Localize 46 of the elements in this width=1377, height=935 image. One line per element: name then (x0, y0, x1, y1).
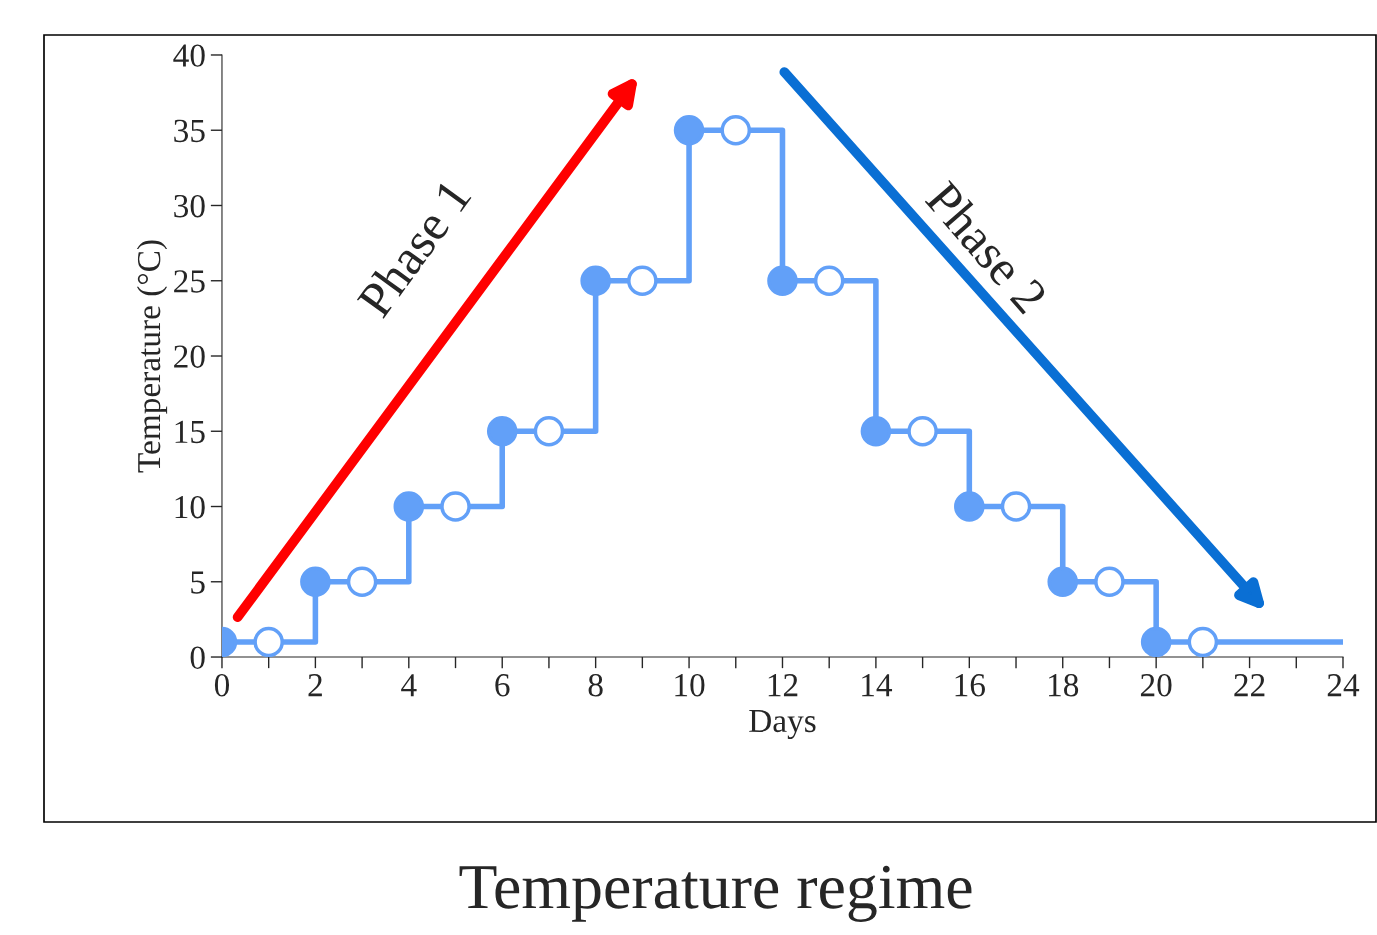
y-tick-label: 15 (175, 420, 205, 444)
point (1140, 626, 1172, 658)
y-tick-label: 0 (190, 646, 205, 669)
x-tick-label: 8 (588, 673, 603, 697)
point (720, 114, 752, 146)
point (440, 491, 471, 522)
point (346, 566, 378, 598)
y-tick-label: 20 (174, 345, 205, 368)
x-tick-label: 6 (495, 674, 510, 697)
x-tick-label: 12 (768, 674, 798, 697)
point (1047, 566, 1079, 598)
x-tick-label: 0 (214, 673, 230, 697)
x-tick-label: 16 (955, 674, 985, 697)
point (533, 415, 565, 447)
x-axis-title: Days (749, 709, 816, 740)
point (813, 265, 845, 297)
point (580, 265, 611, 297)
point (954, 491, 985, 522)
x-tick-label: 22 (1234, 674, 1265, 697)
x-tick-label: 24 (1327, 674, 1360, 697)
x-tick-label: 4 (401, 674, 417, 697)
point (767, 265, 798, 297)
point (627, 265, 658, 297)
point (1094, 566, 1125, 598)
point (393, 491, 425, 522)
x-tick-label: 2 (308, 674, 322, 697)
point (1187, 626, 1219, 658)
y-tick-label: 10 (175, 495, 205, 519)
point (673, 114, 705, 146)
point (907, 415, 938, 447)
y-axis-title: Temperature (°C) (136, 240, 168, 473)
point (253, 626, 284, 658)
point (1000, 491, 1032, 522)
x-tick-label: 10 (675, 673, 705, 697)
x-tick-label: 18 (1049, 673, 1079, 697)
x-tick-label: 14 (862, 674, 893, 697)
x-tick-label: 20 (1140, 673, 1172, 697)
y-tick-label: 40 (173, 44, 205, 67)
y-tick-label: 5 (191, 571, 205, 594)
y-tick-label: 25 (174, 270, 205, 293)
point (300, 566, 331, 598)
y-tick-label: 35 (174, 119, 205, 143)
y-tick-label: 30 (174, 194, 205, 218)
point (486, 415, 518, 447)
text: Temperature regime (459, 865, 972, 922)
point (860, 415, 892, 447)
